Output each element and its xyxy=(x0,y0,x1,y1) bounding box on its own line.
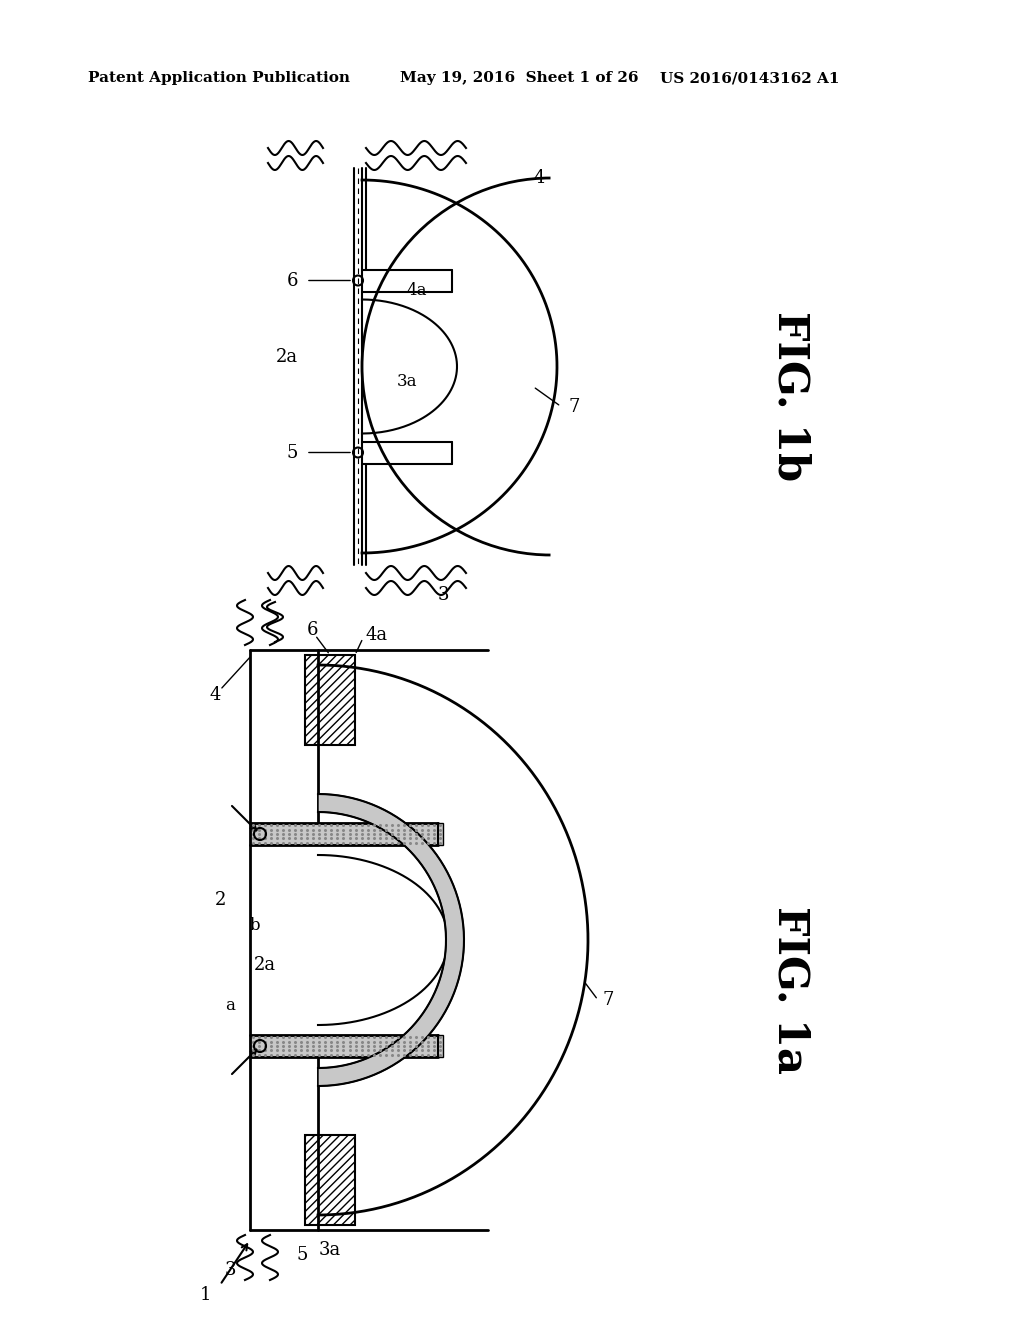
Text: 4a: 4a xyxy=(365,626,387,644)
Text: 3a: 3a xyxy=(318,1241,341,1259)
Bar xyxy=(305,655,355,744)
Text: May 19, 2016  Sheet 1 of 26: May 19, 2016 Sheet 1 of 26 xyxy=(400,71,639,84)
Text: a: a xyxy=(225,997,234,1014)
Text: 5: 5 xyxy=(287,444,298,462)
Text: Patent Application Publication: Patent Application Publication xyxy=(88,71,350,84)
Text: b: b xyxy=(250,916,260,933)
Text: US 2016/0143162 A1: US 2016/0143162 A1 xyxy=(660,71,840,84)
Bar xyxy=(250,1035,443,1057)
Text: FIG. 1b: FIG. 1b xyxy=(769,312,811,482)
Text: 6: 6 xyxy=(287,272,298,289)
Text: 4a: 4a xyxy=(407,282,427,300)
Text: 2a: 2a xyxy=(254,956,276,974)
Text: 7: 7 xyxy=(603,991,614,1008)
Bar xyxy=(250,822,443,845)
Text: 5: 5 xyxy=(296,1246,307,1265)
Text: 2a: 2a xyxy=(275,347,298,366)
Text: 3: 3 xyxy=(437,586,449,605)
Bar xyxy=(305,1135,355,1225)
Text: 3: 3 xyxy=(224,1261,236,1279)
Text: 1: 1 xyxy=(200,1286,211,1304)
Text: 4: 4 xyxy=(534,169,545,187)
Text: 6: 6 xyxy=(306,620,317,639)
Text: FIG. 1a: FIG. 1a xyxy=(769,906,811,1074)
Text: 7: 7 xyxy=(568,397,580,416)
Text: 2: 2 xyxy=(214,891,225,909)
Polygon shape xyxy=(318,795,464,1086)
Text: 4: 4 xyxy=(209,686,221,704)
Text: 3a: 3a xyxy=(396,374,417,389)
